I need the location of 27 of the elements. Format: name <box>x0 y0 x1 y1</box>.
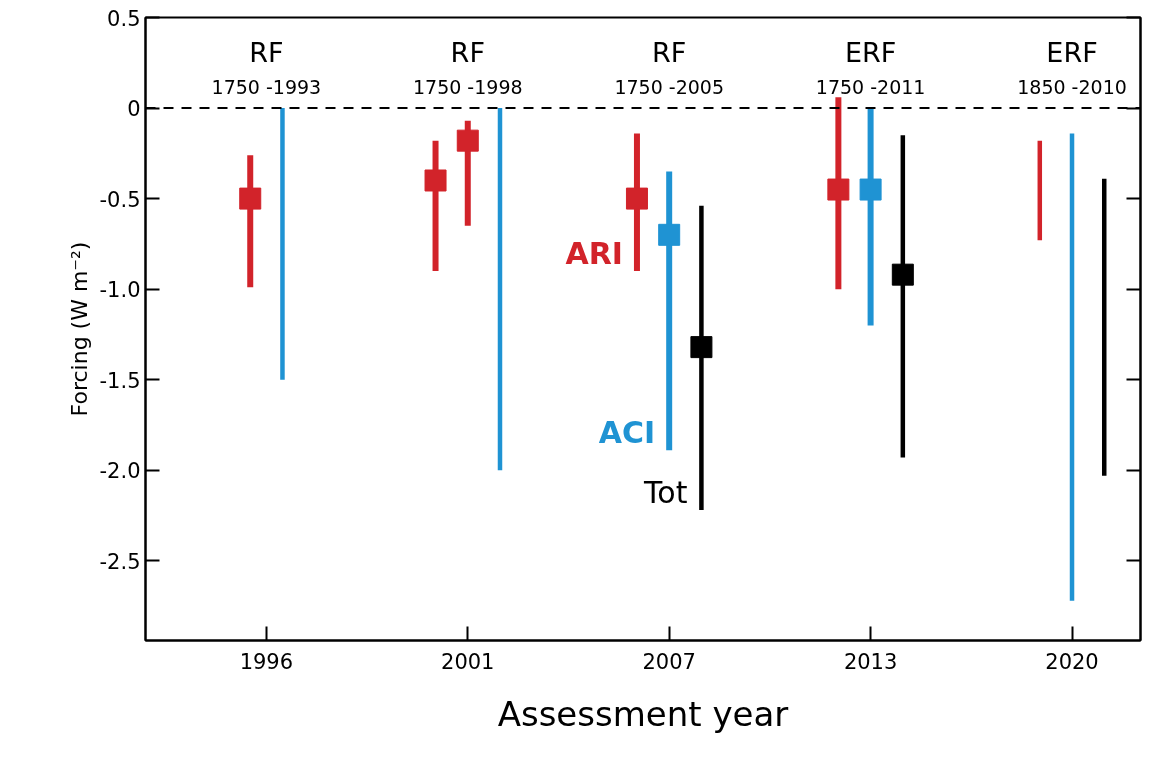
x-axis-title: Assessment year <box>497 693 789 734</box>
y-tick-label: -2.0 <box>99 459 141 484</box>
y-tick-label: -1.0 <box>99 278 141 303</box>
text: ACI <box>598 415 656 451</box>
y-axis-title: Forcing (W m⁻²) <box>66 241 92 417</box>
annotation: ERF <box>1046 36 1098 68</box>
annotation: RF <box>450 36 485 68</box>
annotation: RF <box>249 36 284 68</box>
x-tick-label: 1996 <box>239 649 294 674</box>
x-tick-label: 2007 <box>642 649 696 674</box>
x-tick-label: 2001 <box>441 649 495 674</box>
y-tick-label: -1.5 <box>99 368 141 393</box>
y-tick-label: -0.5 <box>99 187 141 212</box>
series-label: ARI <box>565 236 623 272</box>
text: Tot <box>643 475 688 511</box>
annotation: 1850 -2010 <box>1017 75 1127 98</box>
y-tick-label: 0 <box>127 97 141 122</box>
y-tick-label: -2.5 <box>99 549 141 574</box>
annotation: 1750 -1998 <box>412 75 523 98</box>
annotation: 1750 -2011 <box>815 75 926 98</box>
annotation: 1750 -1993 <box>211 75 322 98</box>
x-tick-label: 2013 <box>843 649 898 674</box>
annotation: ERF <box>844 36 897 68</box>
annotation: 1750 -2005 <box>614 75 724 98</box>
y-tick-label: 0.5 <box>107 6 141 31</box>
x-tick-label: 2020 <box>1045 649 1099 674</box>
annotation: RF <box>652 36 687 68</box>
